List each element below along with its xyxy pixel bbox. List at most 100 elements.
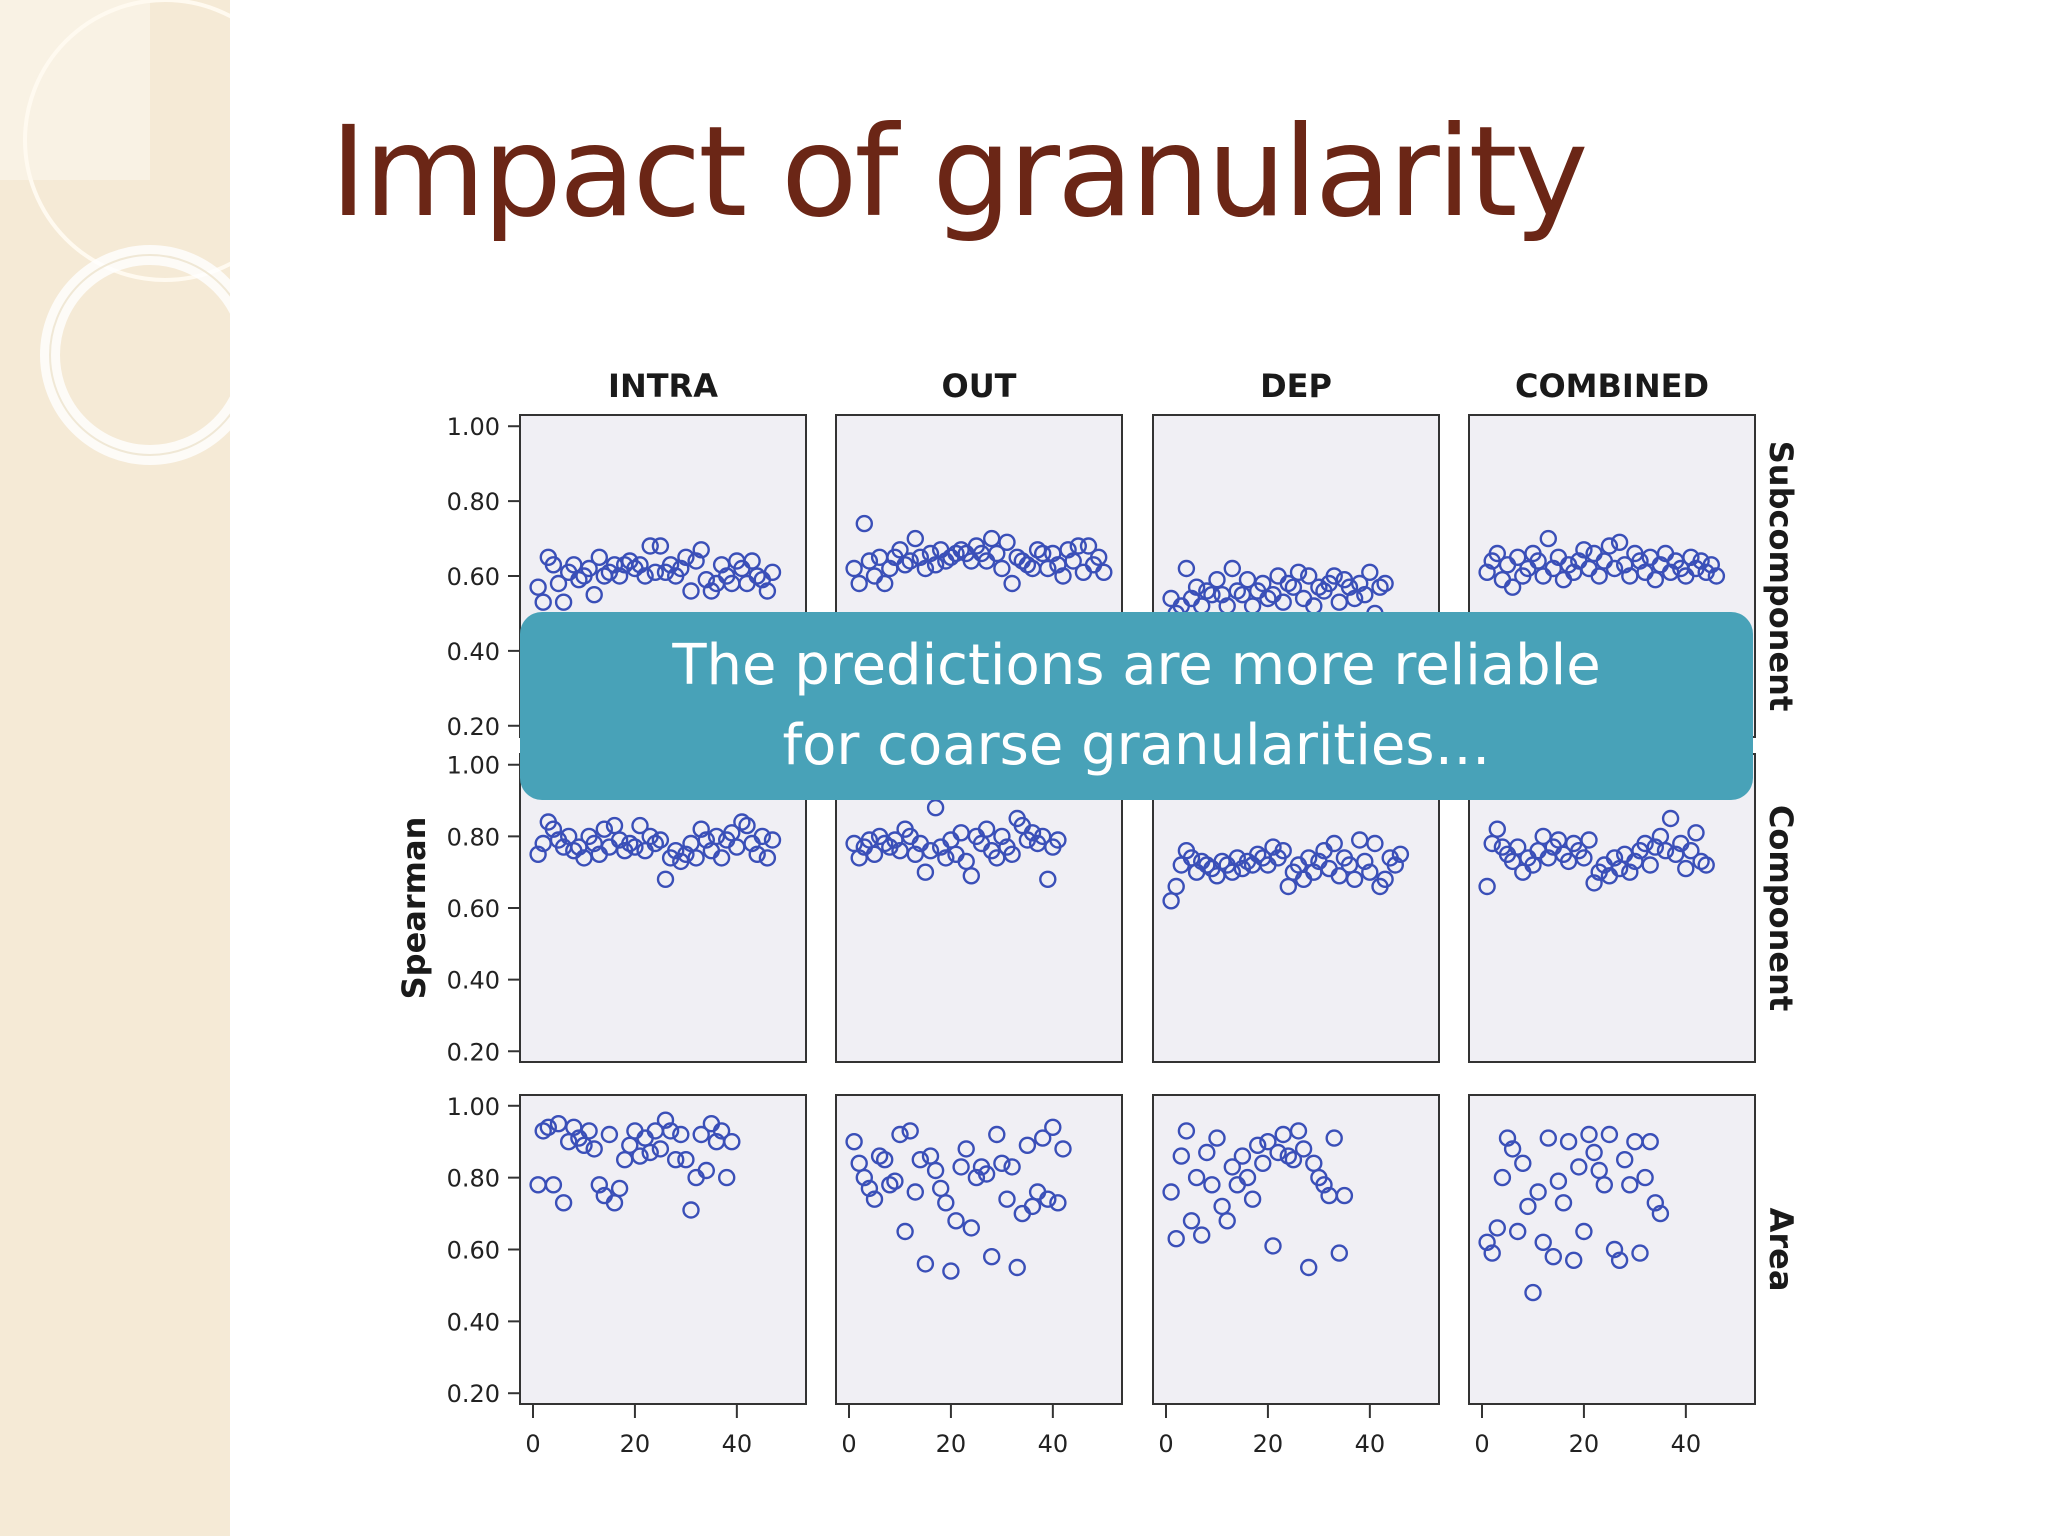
data-point (993, 827, 1011, 846)
data-point (993, 559, 1011, 578)
data-point (1033, 544, 1052, 563)
data-point (692, 1125, 710, 1144)
data-point (1605, 1240, 1624, 1259)
data-point (962, 1219, 980, 1237)
data-point (1514, 1154, 1532, 1173)
data-point (1254, 574, 1272, 593)
data-point (1335, 1186, 1354, 1205)
data-point (544, 556, 563, 574)
data-point (712, 1122, 731, 1140)
data-point (845, 559, 863, 578)
x-tick-label: 20 (620, 1430, 651, 1458)
data-point (952, 1158, 970, 1176)
data-point (906, 529, 924, 548)
y-tick-label: 0.20 (447, 713, 500, 741)
data-point (677, 1150, 695, 1169)
data-point (1325, 1129, 1343, 1147)
data-point (1636, 834, 1654, 853)
data-point (646, 563, 664, 581)
data-point (1356, 852, 1374, 871)
y-tick-label: 0.40 (447, 967, 500, 995)
y-tick-label: 0.60 (447, 563, 500, 591)
data-point (585, 586, 603, 604)
data-point (896, 556, 914, 574)
data-point (1488, 1219, 1507, 1237)
data-point (1575, 849, 1593, 867)
data-point (1039, 1190, 1057, 1208)
data-point (626, 838, 644, 856)
data-point (590, 1176, 608, 1194)
data-point (763, 563, 782, 581)
data-point (1039, 559, 1057, 578)
data-point (1299, 567, 1318, 585)
data-point (1095, 563, 1113, 581)
panel-component-dep (1152, 753, 1440, 1063)
data-point (1524, 1283, 1542, 1302)
x-tick-label: 40 (1038, 1430, 1069, 1458)
data-point (1519, 1197, 1537, 1216)
data-point (718, 1168, 736, 1187)
data-point (967, 1168, 986, 1187)
data-point (1600, 537, 1619, 555)
data-point (1646, 838, 1665, 856)
data-point (1361, 563, 1379, 581)
data-point (697, 831, 715, 849)
data-point (1003, 1158, 1021, 1176)
x-tick-label: 40 (1355, 1430, 1386, 1458)
data-point (1585, 1143, 1603, 1162)
data-point (590, 548, 608, 566)
data-point (610, 1179, 629, 1198)
data-point (1259, 1132, 1277, 1151)
data-point (1284, 578, 1303, 596)
data-point (1600, 1125, 1619, 1144)
data-point (677, 845, 695, 863)
panel-component-combined (1468, 753, 1756, 1063)
data-point (1264, 838, 1282, 856)
data-point (692, 820, 710, 838)
data-point (610, 831, 629, 849)
column-header-intra: INTRA (608, 367, 718, 405)
data-point (651, 1140, 670, 1158)
data-point (712, 849, 731, 867)
data-point (1590, 567, 1608, 585)
data-point (1167, 877, 1185, 896)
data-point (1529, 1183, 1547, 1201)
data-point (947, 1212, 965, 1230)
data-point (677, 548, 695, 566)
data-point (595, 820, 613, 838)
data-point (1223, 559, 1242, 578)
data-point (1646, 1194, 1665, 1212)
y-tick-label: 1.00 (447, 752, 500, 780)
data-point (926, 556, 945, 574)
data-point (1682, 548, 1700, 566)
data-point (906, 1183, 924, 1201)
data-point (1651, 1204, 1670, 1223)
data-point (610, 567, 629, 585)
data-point (1330, 1244, 1349, 1262)
data-point (1534, 1233, 1552, 1252)
data-point (845, 1132, 863, 1151)
data-point (1697, 856, 1715, 874)
data-point (1621, 1176, 1639, 1194)
data-point (661, 1122, 680, 1140)
data-point (876, 1150, 894, 1169)
data-point (1503, 578, 1522, 596)
data-point (1243, 1190, 1262, 1208)
data-point (585, 1140, 603, 1158)
data-point (667, 842, 685, 860)
data-point (692, 541, 710, 559)
data-point (1575, 541, 1593, 559)
data-point (988, 544, 1006, 563)
data-point (1595, 1176, 1614, 1194)
data-point (865, 845, 884, 863)
data-point (1208, 571, 1226, 589)
data-point (1177, 1122, 1196, 1140)
data-point (529, 845, 547, 863)
data-point (1498, 1129, 1517, 1147)
data-point (687, 849, 705, 867)
data-point (529, 578, 547, 596)
data-point (687, 552, 705, 570)
y-tick-label: 0.80 (447, 488, 500, 516)
data-point (656, 870, 675, 888)
data-point (1682, 842, 1700, 860)
